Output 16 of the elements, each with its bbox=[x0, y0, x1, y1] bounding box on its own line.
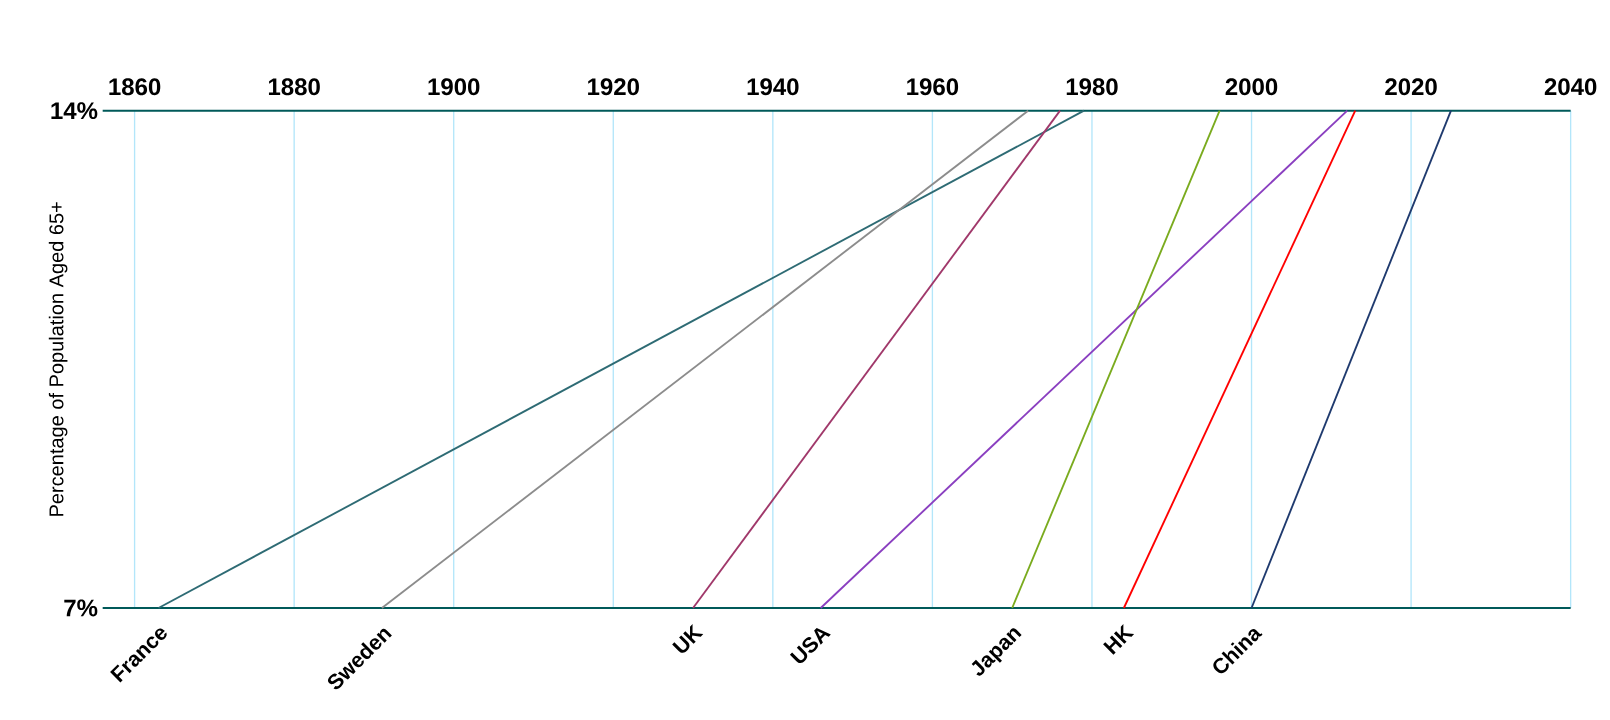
x-tick-label: 1880 bbox=[268, 78, 320, 96]
x-tick-label: 1900 bbox=[428, 78, 480, 96]
y-axis-title: Percentage of Population Aged 65+ bbox=[48, 202, 68, 516]
x-tick-label: 2040 bbox=[1544, 78, 1597, 96]
text: USA bbox=[789, 627, 831, 664]
x-tick-label: 1920 bbox=[588, 78, 639, 96]
y-tick-label: 7% bbox=[64, 599, 98, 617]
text: HK bbox=[1103, 624, 1135, 655]
x-tick-label: 2000 bbox=[1225, 78, 1278, 96]
x-tick-label: 1960 bbox=[907, 78, 959, 96]
x-tick-label: 1940 bbox=[747, 78, 799, 96]
x-tick-label: 2020 bbox=[1385, 78, 1437, 96]
y-tick-label: 14% bbox=[51, 102, 98, 120]
text: UK bbox=[672, 624, 704, 653]
x-tick-label: 1980 bbox=[1066, 78, 1118, 96]
x-tick-label: 1860 bbox=[109, 78, 161, 96]
